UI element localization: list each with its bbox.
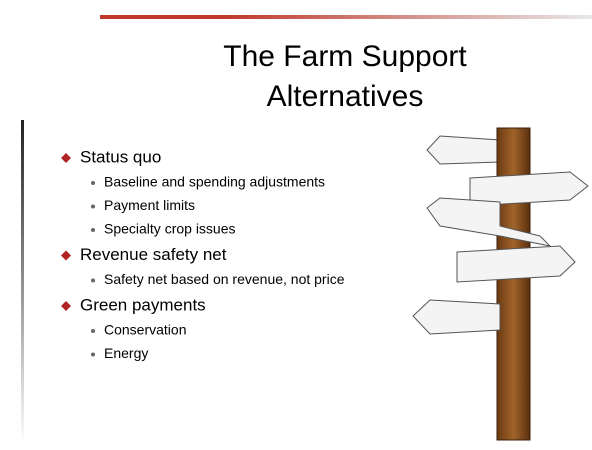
top-rule xyxy=(100,15,592,19)
sub-bullet-text: Conservation xyxy=(104,322,187,338)
bullet-text: Status quo xyxy=(80,147,161,166)
sub-bullet-dot xyxy=(91,329,95,333)
sub-bullet-dot xyxy=(91,205,95,209)
sub-bullet-text: Safety net based on revenue, not price xyxy=(104,271,345,287)
slide-title: Alternatives xyxy=(267,80,424,113)
bullet-diamond xyxy=(61,251,71,261)
content: The Farm Support Alternatives Status quo Ba… xyxy=(61,40,467,361)
sub-bullet-dot xyxy=(91,228,95,232)
sub-bullet-text: Energy xyxy=(104,345,148,361)
slide: The Farm Support Alternatives Status quo Ba… xyxy=(0,0,592,445)
bullet-diamond xyxy=(61,301,71,311)
bullet-text: Green payments xyxy=(80,295,206,314)
sub-bullet-dot xyxy=(91,181,95,185)
sub-bullet-text: Payment limits xyxy=(104,197,195,213)
signpost xyxy=(413,128,588,440)
sub-bullet-dot xyxy=(91,353,95,357)
side-rule xyxy=(21,120,24,445)
sub-bullet-text: Baseline and spending adjustments xyxy=(104,174,325,190)
bullet-diamond xyxy=(61,153,71,163)
bullet-text: Revenue safety net xyxy=(80,245,227,264)
sub-bullet-dot xyxy=(91,279,95,283)
sub-bullet-text: Specialty crop issues xyxy=(104,221,236,237)
slide-title: The Farm Support xyxy=(223,40,467,73)
